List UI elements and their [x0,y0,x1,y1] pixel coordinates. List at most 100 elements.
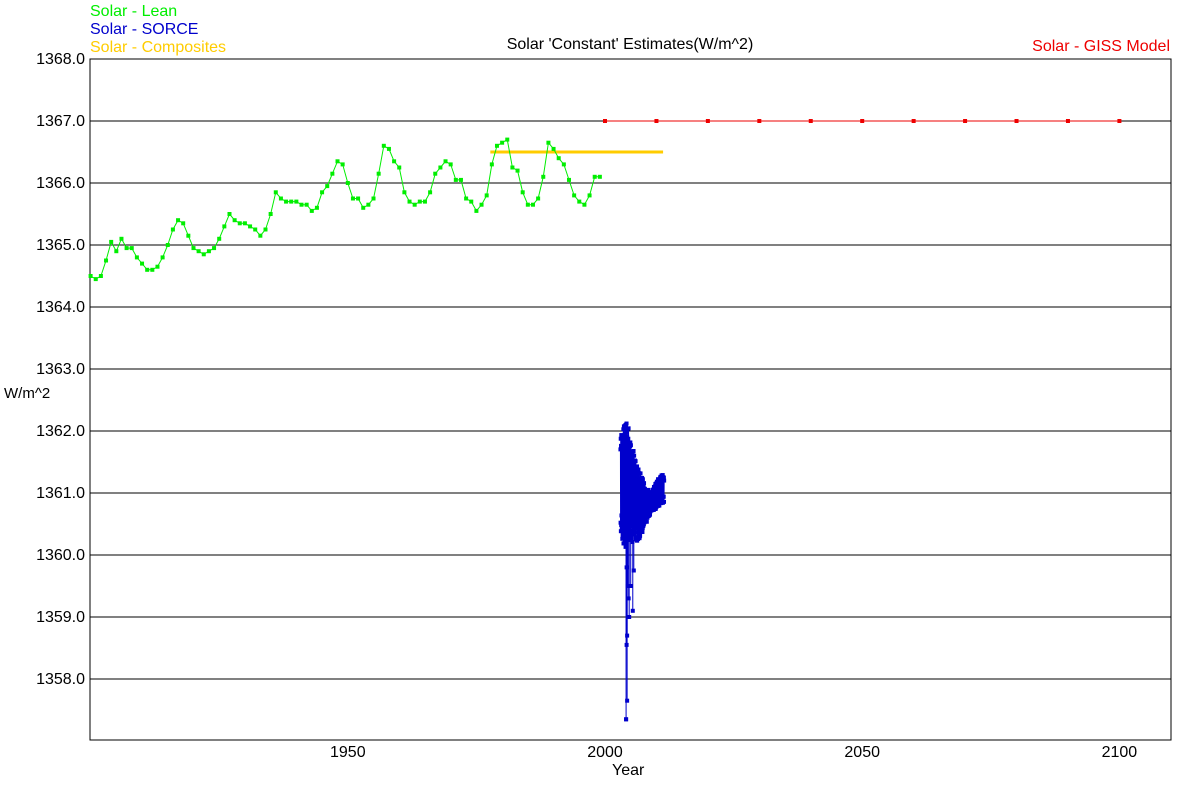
data-point-lean [474,208,479,213]
y-tick-label: 1365.0 [36,237,85,254]
data-point-lean [489,162,494,167]
data-point-sorce [650,492,655,497]
data-point-sorce [628,440,633,445]
data-point-lean [340,162,345,167]
data-point-sorce [635,473,640,478]
data-point-sorce [627,522,632,527]
data-point-lean [335,159,340,164]
data-point-sorce [640,477,645,482]
data-point-sorce [636,528,641,533]
data-point-sorce [638,471,643,476]
x-axis-label: Year [612,762,645,779]
data-point-sorce [620,443,625,448]
data-point-composites [531,150,535,154]
data-point-composites [644,150,648,154]
data-point-lean [237,221,242,226]
data-point-lean [258,233,263,238]
data-point-sorce [624,518,629,523]
data-point-composites [570,150,574,154]
data-point-lean [109,239,114,244]
data-point-lean [186,233,191,238]
data-point-sorce [644,519,649,524]
data-point-composites [582,150,586,154]
data-point-lean [500,140,505,145]
data-point-composites [654,150,658,154]
legend-entry-giss: Solar - GISS Model [1032,38,1170,55]
y-tick-label: 1366.0 [36,175,85,192]
data-point-sorce [635,523,640,528]
data-point-composites [626,150,630,154]
data-point-lean [170,227,175,232]
data-point-lean [263,227,268,232]
data-point-composites [523,150,527,154]
data-point-lean [299,202,304,207]
data-point-composites [606,150,610,154]
data-point-composites [549,150,553,154]
data-point-sorce [624,642,629,647]
data-point-sorce [623,540,628,545]
data-point-sorce [631,449,636,454]
data-point-composites [503,150,507,154]
data-point-sorce [640,519,645,524]
data-point-composites [600,150,604,154]
y-tick-label: 1364.0 [36,299,85,316]
data-point-sorce [619,522,624,527]
data-point-lean [407,199,412,204]
data-point-lean [145,267,150,272]
data-point-lean [330,171,335,176]
data-point-sorce [626,596,631,601]
data-point-composites [613,150,617,154]
data-point-lean [284,199,289,204]
data-point-composites [590,150,594,154]
data-point-sorce [638,533,643,538]
data-point-lean [510,165,515,170]
x-tick-label: 2100 [1102,744,1138,761]
data-point-sorce [633,459,638,464]
data-point-lean [350,196,355,201]
data-point-sorce [620,535,625,540]
data-point-sorce [632,453,637,458]
data-point-composites [539,150,543,154]
data-point-lean [181,221,186,226]
data-point-composites [660,150,664,154]
data-point-lean [551,146,556,151]
data-point-lean [386,146,391,151]
data-point-composites [554,150,558,154]
data-point-composites [516,150,520,154]
data-point-composites [492,150,496,154]
data-point-composites [546,150,550,154]
data-point-lean [412,202,417,207]
x-tick-label: 1950 [330,744,366,761]
data-point-lean [134,255,139,260]
data-point-sorce [640,526,645,531]
data-point-sorce [620,516,625,521]
data-point-sorce [632,463,637,468]
data-point-sorce [657,503,662,508]
data-point-lean [253,227,258,232]
data-point-sorce [662,499,667,504]
data-point-composites [585,150,589,154]
data-point-giss [911,119,916,123]
data-point-composites [657,150,661,154]
data-point-giss [757,119,762,123]
legend-entry-sorce: Solar - SORCE [90,21,199,38]
data-point-lean [582,202,587,207]
data-point-lean [561,162,566,167]
data-point-lean [325,184,330,189]
data-point-lean [160,255,165,260]
data-point-lean [140,261,145,266]
data-point-lean [206,249,211,254]
data-point-lean [433,171,438,176]
data-point-sorce [629,459,634,464]
data-point-sorce [628,528,633,533]
data-point-sorce [640,530,645,535]
data-point-sorce [623,544,628,549]
data-point-lean [428,190,433,195]
y-tick-label: 1363.0 [36,361,85,378]
data-point-sorce [646,487,651,492]
data-point-composites [526,150,530,154]
data-point-composites [498,150,502,154]
data-point-lean [345,181,350,185]
data-point-lean [268,212,273,216]
